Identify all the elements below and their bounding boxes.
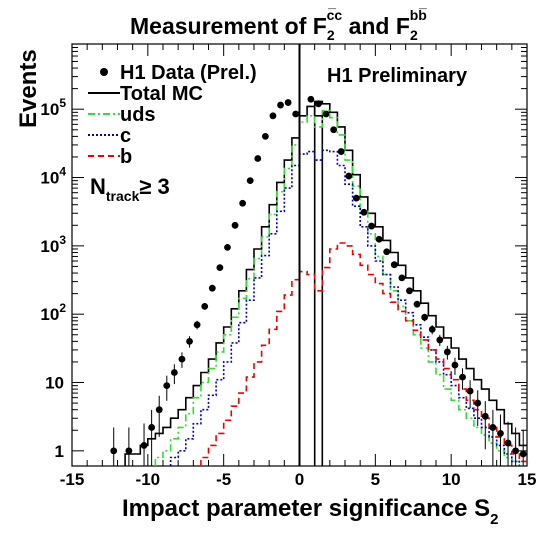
data-point	[512, 447, 520, 455]
data-point	[246, 177, 254, 185]
data-point	[208, 284, 216, 292]
data-point	[352, 194, 360, 202]
data-point	[110, 447, 118, 455]
histogram-c	[169, 149, 521, 466]
data-point	[170, 369, 178, 376]
data-point	[201, 303, 209, 310]
data-point	[421, 313, 429, 321]
data-point	[481, 412, 489, 420]
y-tick-label: 10	[45, 374, 64, 393]
y-tick-label: 105	[40, 96, 66, 119]
data-point	[413, 300, 421, 308]
data-point	[519, 450, 527, 458]
data-point	[284, 99, 292, 106]
histogram-total	[124, 105, 324, 466]
data-point	[254, 155, 262, 162]
data-point	[178, 355, 186, 363]
data-point	[307, 95, 315, 103]
data-point	[163, 382, 171, 390]
legend-label-total: Total MC	[120, 83, 203, 105]
data-point	[231, 221, 239, 229]
legend-label-data: H1 Data (Prel.)	[120, 62, 257, 84]
data-point	[345, 172, 353, 180]
chart-title: Measurement of F2c̅c and F2bb̅	[130, 7, 427, 43]
data-point	[489, 424, 497, 431]
data-point	[360, 208, 368, 216]
y-tick-label: 104	[40, 165, 66, 188]
data-point	[322, 110, 330, 118]
data-point	[459, 373, 466, 381]
y-tick-label: 103	[40, 233, 66, 256]
ntrack-cut-label: Ntrack≥ 3	[90, 174, 170, 204]
histogram-total_pos	[313, 100, 527, 466]
data-point	[315, 100, 322, 108]
legend-symbol-data	[100, 68, 108, 76]
x-tick-label: 15	[518, 470, 537, 489]
data-point	[186, 337, 193, 345]
data-point	[337, 148, 345, 155]
x-tick-label: 10	[442, 470, 461, 489]
y-tick-label: 1	[55, 442, 64, 461]
data-point	[140, 442, 148, 449]
series-layer	[124, 100, 527, 466]
data-points	[110, 95, 527, 466]
data-point	[269, 112, 277, 120]
histogram-b	[200, 242, 527, 466]
data-point	[375, 235, 383, 243]
data-point	[239, 199, 247, 207]
x-tick-label: -5	[216, 470, 231, 489]
data-point	[451, 361, 459, 369]
data-point	[330, 126, 338, 134]
histogram-uds	[154, 109, 521, 466]
data-point	[398, 274, 406, 282]
data-point	[148, 424, 156, 431]
axes: -15 -10 -5 0 5 10 15 1 10 102 103 104 105	[40, 43, 537, 489]
data-point	[497, 429, 504, 437]
x-tick-label: -10	[136, 470, 161, 489]
data-point	[406, 287, 413, 295]
data-point	[216, 264, 224, 272]
data-point	[466, 387, 474, 395]
data-point	[224, 243, 231, 251]
legend-label-uds: uds	[120, 104, 156, 126]
data-point	[383, 248, 391, 256]
data-point	[504, 439, 512, 447]
data-point	[428, 325, 436, 333]
legend-label-b: b	[120, 146, 132, 168]
data-point	[261, 132, 269, 140]
data-point	[474, 399, 482, 407]
legend-label-c: c	[120, 125, 131, 147]
data-point	[390, 261, 398, 269]
data-point	[193, 321, 201, 329]
y-axis-label: Events	[15, 49, 42, 128]
data-point	[292, 110, 300, 118]
x-tick-label: -15	[60, 470, 85, 489]
data-point	[443, 348, 451, 356]
data-point	[155, 406, 163, 414]
x-tick-label: 0	[295, 470, 304, 489]
data-point	[125, 447, 133, 455]
x-axis-label: Impact parameter significance S2	[122, 495, 499, 528]
x-tick-label: 5	[371, 470, 380, 489]
data-point	[436, 336, 444, 344]
data-point	[368, 222, 375, 230]
h1-preliminary-label: H1 Preliminary	[327, 65, 468, 87]
data-point	[277, 101, 284, 109]
y-tick-label: 102	[40, 301, 66, 324]
